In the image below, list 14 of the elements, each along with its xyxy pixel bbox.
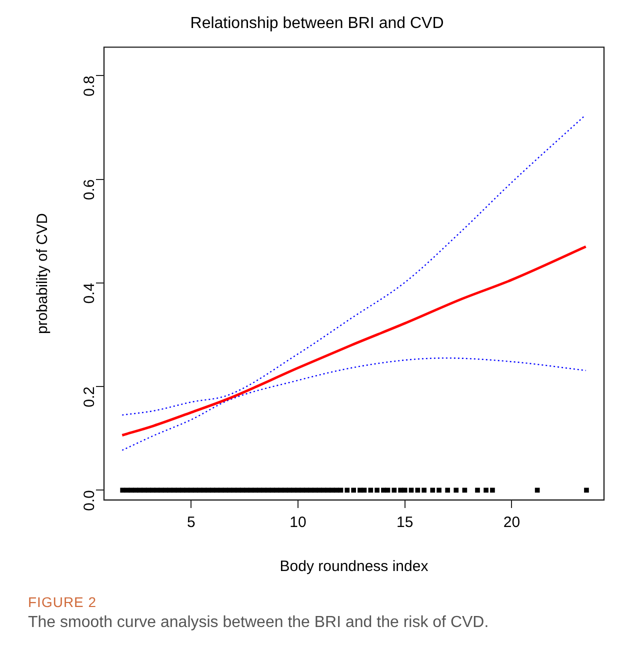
x-axis-title: Body roundness index xyxy=(280,558,429,576)
y-tick-label: 0.0 xyxy=(81,490,98,512)
y-axis-title: probability of CVD xyxy=(34,212,52,334)
y-tick-label: 0.2 xyxy=(81,386,98,408)
y-tick-label: 0.4 xyxy=(81,282,98,304)
x-tick-label: 10 xyxy=(290,514,306,532)
text: The smooth curve analysis between the BRI and the risk of CVD. xyxy=(28,614,490,632)
x-tick-label: 15 xyxy=(396,514,414,532)
x-tick-label: 5 xyxy=(187,514,196,532)
y-tick-label: 0.8 xyxy=(81,76,98,97)
chart-title: Relationship between BRI and CVD xyxy=(190,15,444,32)
x-tick-label: 20 xyxy=(503,514,520,532)
y-tick-label: 0.6 xyxy=(81,179,98,200)
caption: FIGURE 2 xyxy=(28,594,98,610)
